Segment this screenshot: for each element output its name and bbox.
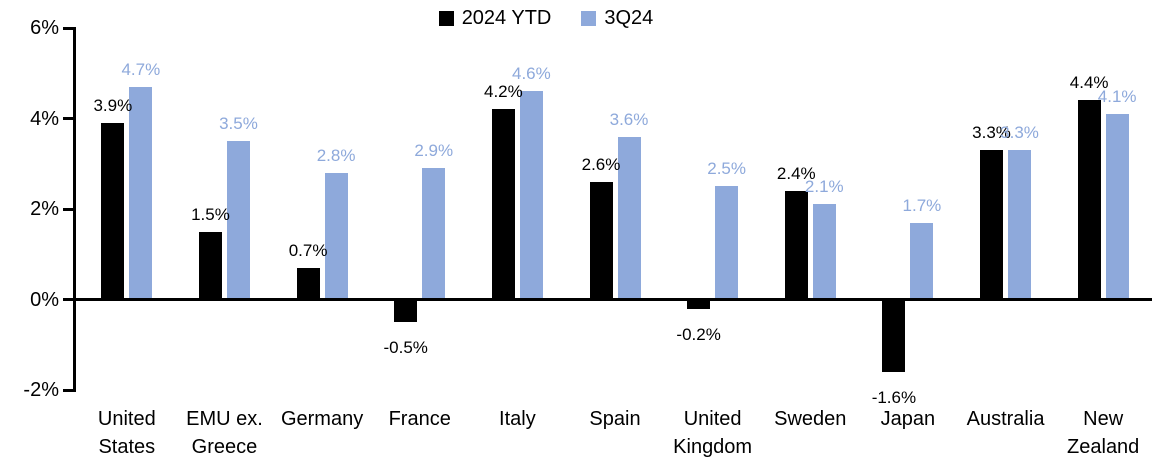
bar-3q24-6 xyxy=(715,186,739,300)
bar-ytd-7 xyxy=(784,190,808,300)
bar-ytd-0 xyxy=(101,123,125,300)
chart-legend: 2024 YTD 3Q24 xyxy=(0,8,1122,28)
x-axis-category-label-5: Spain xyxy=(589,408,641,430)
bar-ytd-9 xyxy=(980,150,1004,300)
x-axis-category-label-0: United States xyxy=(97,408,156,458)
value-label-ytd-2: 0.7% xyxy=(288,240,328,260)
value-label-3q24-7: 2.1% xyxy=(804,177,844,197)
value-label-ytd-1: 1.5% xyxy=(191,204,230,224)
x-axis-category-label-1: EMU ex. Greece xyxy=(186,408,263,458)
bar-ytd-5 xyxy=(589,181,613,300)
value-label-3q24-6: 2.5% xyxy=(707,159,746,179)
value-label-ytd-8: -1.6% xyxy=(871,387,917,407)
x-axis-category-label-9: Australia xyxy=(966,408,1045,430)
bar-ytd-1 xyxy=(198,231,222,300)
value-label-3q24-5: 3.6% xyxy=(609,109,649,129)
value-label-ytd-4: 4.2% xyxy=(483,82,523,102)
value-label-3q24-8: 1.7% xyxy=(902,195,942,215)
value-label-ytd-10: 4.4% xyxy=(1069,73,1109,93)
value-label-3q24-1: 3.5% xyxy=(219,114,258,134)
bar-ytd-3 xyxy=(394,299,418,323)
value-label-ytd-9: 3.3% xyxy=(972,123,1011,143)
legend-swatch-3q24 xyxy=(581,10,597,26)
y-axis-tick-label-1: 4% xyxy=(30,107,59,130)
bar-3q24-1 xyxy=(226,141,250,300)
bar-3q24-4 xyxy=(519,91,543,300)
value-label-3q24-0: 4.7% xyxy=(121,59,161,79)
x-axis-category-label-2: Germany xyxy=(280,408,364,430)
y-axis-tick xyxy=(63,388,73,392)
bar-3q24-10 xyxy=(1105,113,1129,300)
value-label-3q24-4: 4.6% xyxy=(511,64,551,84)
y-axis-tick xyxy=(63,26,73,30)
value-label-3q24-9: 3.3% xyxy=(1000,123,1039,143)
y-axis-tick-label-4: -2% xyxy=(23,379,59,401)
x-axis-category-label-7: Sweden xyxy=(774,408,847,430)
bar-ytd-4 xyxy=(491,109,515,300)
bar-3q24-0 xyxy=(129,86,153,300)
legend-item-3q24: 3Q24 xyxy=(581,8,653,28)
legend-label-3q24: 3Q24 xyxy=(604,7,654,29)
y-axis-tick xyxy=(63,207,73,211)
bar-ytd-10 xyxy=(1077,100,1101,300)
y-axis-tick-label-0: 6% xyxy=(30,17,59,39)
value-label-3q24-2: 2.8% xyxy=(316,145,356,165)
x-axis-category-label-3: France xyxy=(388,408,451,430)
bar-3q24-9 xyxy=(1008,150,1032,300)
y-axis-tick-label-3: 0% xyxy=(30,288,59,311)
bar-3q24-3 xyxy=(422,168,446,300)
bar-ytd-8 xyxy=(882,299,906,372)
bar-3q24-8 xyxy=(910,222,934,300)
x-axis-category-label-6: United Kingdom xyxy=(673,408,753,458)
x-axis-zero-line xyxy=(73,298,1152,301)
value-label-3q24-10: 4.1% xyxy=(1097,86,1137,106)
bar-ytd-2 xyxy=(296,267,320,300)
legend-item-2024-ytd: 2024 YTD xyxy=(438,7,552,29)
value-label-ytd-5: 2.6% xyxy=(581,154,621,174)
bar-ytd-6 xyxy=(687,299,711,309)
value-label-ytd-6: -0.2% xyxy=(676,324,721,344)
x-axis-category-label-8: Japan xyxy=(880,408,936,430)
x-axis-category-label-10: New Zealand xyxy=(1067,408,1140,458)
y-axis-tick xyxy=(63,117,73,120)
y-axis-tick-label-2: 2% xyxy=(30,198,59,220)
legend-label-2024-ytd: 2024 YTD xyxy=(461,7,552,29)
x-axis-category-label-4: Italy xyxy=(499,408,536,430)
bar-3q24-5 xyxy=(617,136,641,300)
bar-3q24-2 xyxy=(324,172,348,300)
value-label-ytd-0: 3.9% xyxy=(93,96,133,116)
bar-3q24-7 xyxy=(812,204,836,300)
value-label-ytd-7: 2.4% xyxy=(776,163,816,183)
y-axis-tick xyxy=(63,298,73,301)
y-axis-line xyxy=(73,27,76,392)
value-label-3q24-3: 2.9% xyxy=(414,141,454,161)
legend-swatch-2024-ytd xyxy=(438,10,454,26)
value-label-ytd-3: -0.5% xyxy=(383,338,428,358)
